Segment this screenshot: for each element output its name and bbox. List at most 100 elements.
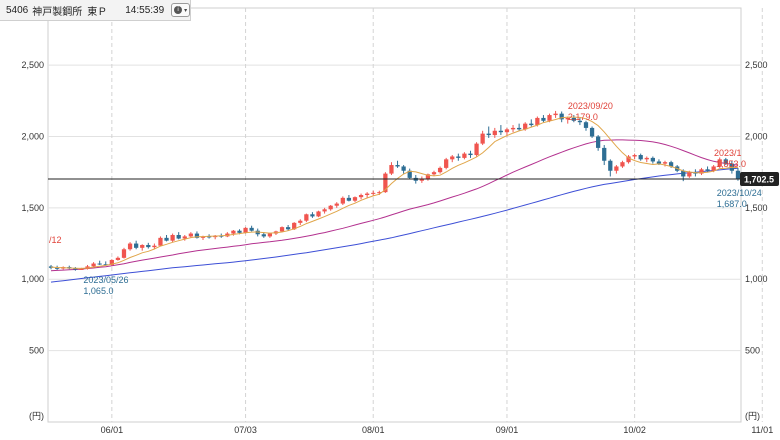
candle-body (316, 211, 321, 217)
candle-body (182, 236, 187, 239)
candle-body (596, 136, 601, 148)
candle-body (194, 233, 200, 238)
candle-body (140, 244, 145, 248)
candle-body (462, 153, 467, 158)
candle-body (644, 157, 649, 160)
candle-body (498, 130, 504, 133)
candle-body (401, 166, 406, 171)
candle-body (285, 227, 291, 230)
candle-body (529, 123, 534, 126)
candle-body (541, 117, 546, 121)
x-tick-label: 08/01 (362, 425, 385, 435)
candle-body (346, 197, 352, 201)
current-price-tag (740, 171, 779, 186)
candle-body (358, 195, 364, 198)
candle-body (650, 157, 655, 162)
candle-body (450, 156, 455, 160)
candle-body (407, 170, 412, 178)
candle-body (206, 236, 212, 238)
x-tick-label: 07/03 (234, 425, 257, 435)
low-date-label: 2023/05/26 (83, 275, 128, 285)
candle-body (328, 205, 333, 210)
candle-body (121, 249, 127, 258)
candle-body (608, 160, 613, 171)
candle-body (444, 159, 449, 168)
y-unit-label-right: (円) (745, 411, 760, 421)
y-tick-label-right: 500 (745, 346, 760, 356)
x-tick-label: 11/01 (751, 425, 773, 435)
candle-body (334, 203, 339, 206)
right-date-label: 2023/1 (714, 148, 742, 158)
candle-body (146, 244, 151, 248)
exchange-label: 東Ｐ (87, 6, 108, 18)
candle-body (304, 214, 309, 221)
candle-body (267, 233, 273, 237)
y-tick-label-left: 2,000 (21, 131, 44, 141)
x-tick-label: 10/02 (623, 425, 646, 435)
candle-body (523, 123, 528, 130)
candle-body (395, 165, 400, 167)
candle-body (170, 234, 175, 241)
candle-body (365, 193, 370, 196)
candle-body (681, 170, 686, 177)
candle-body (188, 233, 193, 237)
candle-body (322, 209, 327, 212)
stock-name: 神戸製鋼所 (32, 6, 83, 18)
candle-body (279, 227, 285, 232)
candle-body (231, 230, 236, 234)
right-value-label: 1,853.0 (716, 159, 746, 169)
candle-body (638, 155, 643, 160)
high-value-label: 2,179.0 (568, 112, 598, 122)
plot-frame (47, 7, 742, 423)
candle-body (626, 156, 631, 163)
candle-body (352, 197, 358, 201)
y-tick-label-right: 1,500 (745, 203, 768, 213)
candle-body (109, 259, 114, 265)
candle-body (699, 169, 704, 174)
y-tick-label-right: 2,000 (745, 131, 768, 141)
candle-body (504, 129, 510, 133)
y-unit-label-left: (円) (29, 411, 44, 421)
candle-body (176, 234, 181, 239)
candle-body (73, 268, 78, 270)
chart-header: 5406 神戸製鋼所 東Ｐ 14:55:39 i ▾ (0, 0, 191, 21)
y-tick-label-left: 1,000 (21, 274, 44, 284)
candle-body (249, 227, 254, 231)
candle-body (474, 143, 479, 156)
candle-body (547, 115, 552, 121)
candle-body (486, 133, 491, 136)
candle-body (340, 197, 345, 204)
candle-body (389, 165, 394, 174)
candle-body (510, 127, 516, 130)
candle-body (298, 220, 303, 223)
candle-body (711, 166, 716, 171)
quote-time: 14:55:39 (125, 4, 165, 16)
y-tick-label-right: 1,000 (745, 274, 768, 284)
candle-body (103, 264, 108, 266)
candle-body (656, 161, 662, 164)
info-icon: i (174, 6, 183, 14)
candle-body (261, 234, 266, 237)
candle-body (717, 159, 722, 167)
candle-body (687, 172, 692, 177)
current-price-label: 1,702.5 (744, 174, 774, 184)
y-tick-label-left: 500 (29, 346, 44, 356)
candle-body (115, 257, 121, 260)
low-value-label: 1,065.0 (83, 286, 113, 296)
candle-body (371, 192, 376, 194)
candle-body (310, 214, 315, 217)
candle-body (292, 222, 297, 230)
candle-body (577, 120, 583, 123)
candle-body (456, 156, 461, 158)
candle-body (705, 169, 710, 171)
info-menu-button[interactable]: i ▾ (171, 3, 190, 17)
candle-body (134, 243, 139, 248)
y-tick-label-left: 1,500 (21, 203, 44, 213)
candle-body (97, 263, 102, 265)
candle-body (480, 133, 485, 144)
candle-body (632, 155, 637, 157)
candle-body (383, 173, 388, 193)
candle-body (571, 117, 576, 121)
